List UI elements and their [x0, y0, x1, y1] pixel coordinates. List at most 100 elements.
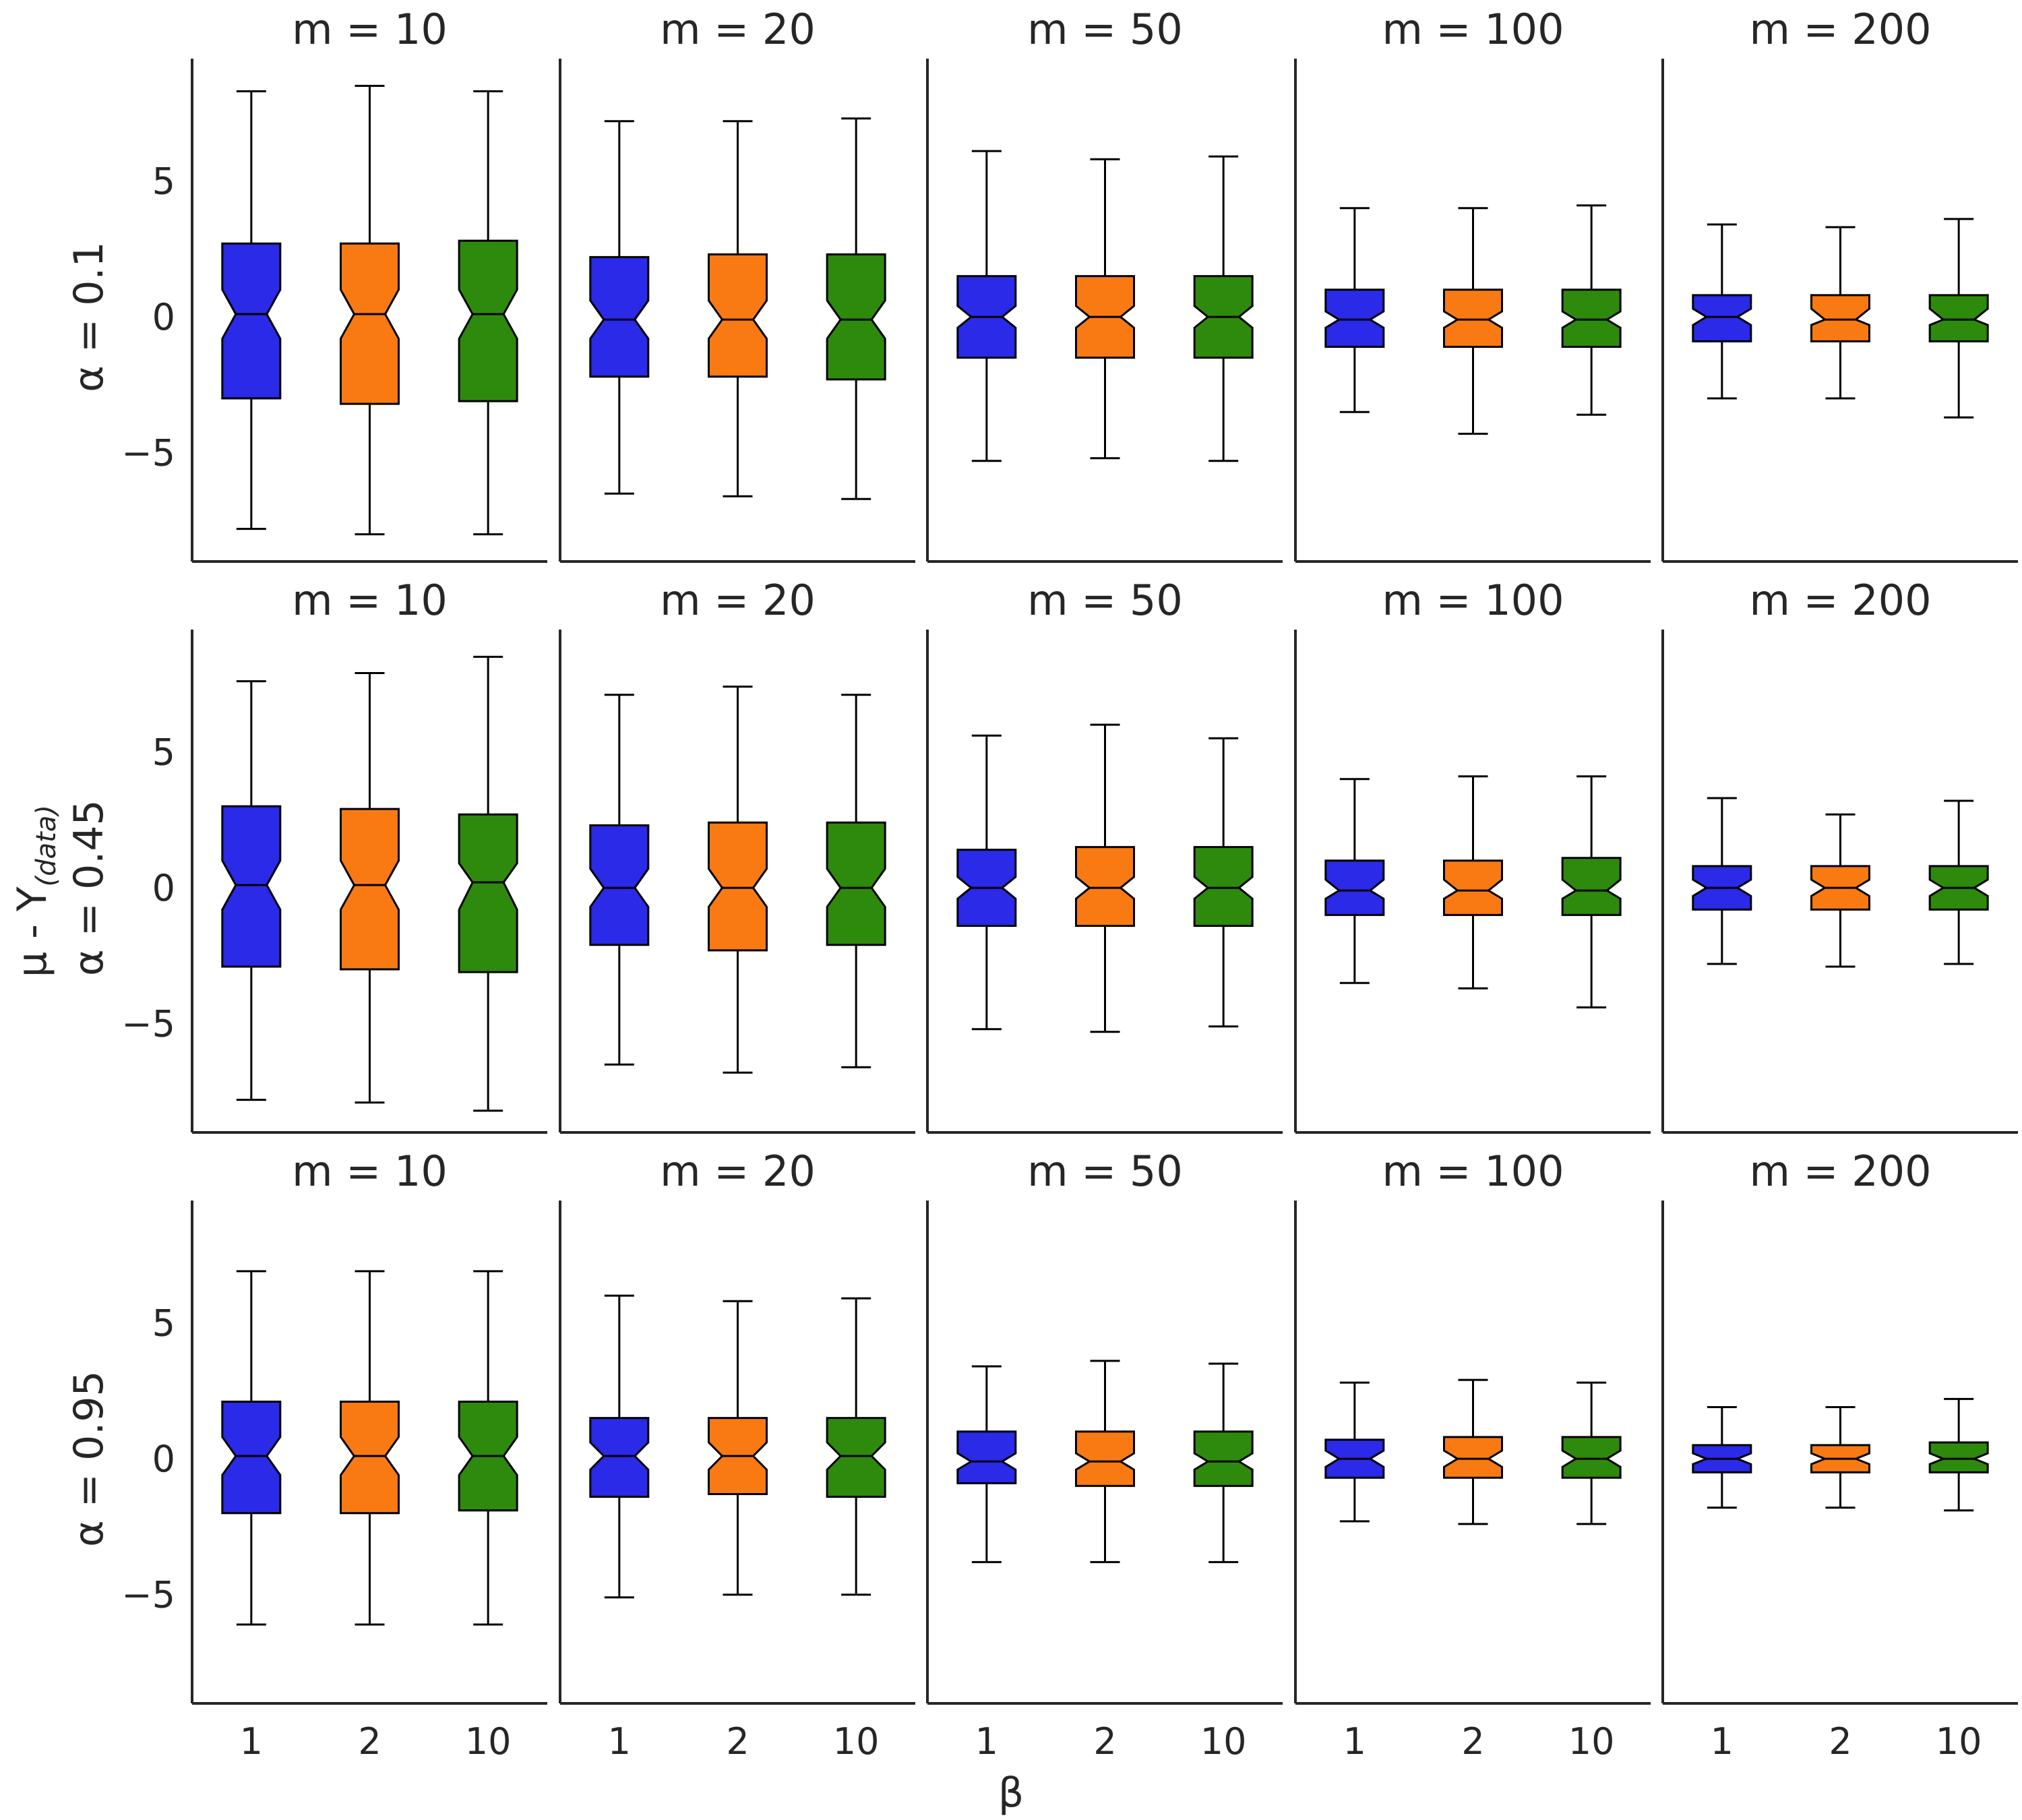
y-tick-label: 5: [152, 160, 175, 202]
box-10: 10: [1561, 1381, 1622, 1763]
x-tick-label: 2: [726, 1720, 749, 1763]
panel-title: m = 100: [1382, 576, 1564, 625]
panel-title: m = 50: [1027, 576, 1183, 625]
notched-box: [826, 1417, 886, 1498]
box-1: [589, 120, 650, 495]
y-tick-label: 5: [152, 731, 175, 773]
box-10: 10: [1928, 1397, 1989, 1763]
notched-box: [221, 805, 282, 968]
x-tick-label: 2: [1461, 1720, 1484, 1763]
notched-box: [589, 1417, 650, 1498]
box-10: [1928, 218, 1989, 419]
box-2: [1810, 813, 1870, 968]
panel-title: m = 10: [292, 5, 448, 54]
box-10: [1193, 737, 1254, 1028]
y-tick-label: −5: [121, 1003, 175, 1045]
x-tick-label: 10: [1936, 1720, 1982, 1763]
panel: m = 100: [1294, 576, 1651, 1134]
box-1: [589, 694, 650, 1066]
panel: m = 200: [1661, 5, 2018, 563]
box-10: [1561, 204, 1622, 416]
box-10: [458, 90, 518, 536]
panel-title: m = 20: [660, 5, 816, 54]
x-tick-label: 1: [975, 1720, 998, 1763]
box-1: [1324, 207, 1385, 413]
x-tick-label: 10: [465, 1720, 512, 1763]
x-tick-label: 2: [358, 1720, 381, 1763]
row-label: α = 0.95: [65, 1370, 113, 1547]
panel-title: m = 200: [1749, 1147, 1931, 1196]
box-2: [1443, 775, 1503, 990]
x-tick-label: 2: [1093, 1720, 1116, 1763]
box-2: [1443, 207, 1503, 435]
box-2: [1075, 723, 1135, 1033]
notched-box: [1810, 294, 1870, 342]
box-2: 2: [708, 1300, 768, 1763]
box-10: [1193, 155, 1254, 462]
box-2: [708, 120, 768, 497]
panel-title: m = 10: [292, 1147, 448, 1196]
notched-box: [826, 253, 886, 381]
panel: m = 50 1 2 10: [926, 1147, 1283, 1763]
box-1: 1: [1692, 1405, 1752, 1763]
notched-box: [340, 808, 400, 971]
notched-box: [1561, 1436, 1622, 1479]
panel-title: m = 20: [660, 1147, 816, 1196]
box-1: 1: [221, 1270, 282, 1763]
notched-box: [458, 813, 518, 973]
notched-box: [1928, 294, 1989, 342]
box-10: [826, 694, 886, 1068]
panel: m = 200 1 2 10: [1661, 1147, 2018, 1763]
notched-box: [1928, 1441, 1989, 1474]
box-1: 1: [1324, 1381, 1385, 1763]
box-2: 2: [1075, 1360, 1135, 1763]
notched-box: [1443, 1436, 1503, 1479]
box-2: 2: [1810, 1405, 1870, 1763]
box-2: 2: [340, 1270, 400, 1763]
x-tick-label: 1: [1711, 1720, 1734, 1763]
box-10: 10: [1193, 1362, 1254, 1763]
box-1: [956, 150, 1017, 462]
box-2: [1810, 226, 1870, 400]
row-group: α = 0.45 m = 10 −5 0 5 m = 20 m = 50 m = 100 m =…: [65, 576, 2018, 1134]
box-1: [1324, 778, 1385, 984]
shared-y-axis-label: μ - Y(data): [9, 805, 62, 977]
notched-box: [1561, 289, 1622, 348]
box-2: [1075, 158, 1135, 460]
notched-box: [221, 242, 282, 400]
panel: m = 10 −5 0 5: [121, 576, 547, 1134]
box-1: [1692, 797, 1752, 965]
panel-title: m = 100: [1382, 1147, 1564, 1196]
notched-box: [1193, 1430, 1254, 1487]
notched-box: [956, 1430, 1017, 1484]
y-tick-label: −5: [121, 432, 175, 475]
notched-box: [221, 1400, 282, 1515]
y-tick-label: 0: [152, 296, 175, 338]
y-tick-label: 0: [152, 867, 175, 909]
notched-box: [1324, 289, 1385, 348]
panel: m = 50: [926, 5, 1283, 563]
panel: m = 200: [1661, 576, 2018, 1134]
notched-box: [1193, 846, 1254, 928]
box-1: [956, 734, 1017, 1031]
panel: m = 50: [926, 576, 1283, 1134]
shared-y-axis-label-subscript: (data): [31, 805, 62, 886]
row-group: α = 0.95 m = 10 −5 0 5 1 2 10 m = 20 1 2 10 m = 50 1 2…: [65, 1147, 2018, 1763]
notched-box: [1324, 859, 1385, 916]
shared-y-axis-label-main: μ - Y: [9, 886, 56, 977]
notched-box: [1075, 846, 1135, 928]
x-tick-label: 10: [1200, 1720, 1247, 1763]
box-1: [221, 680, 282, 1101]
box-1: [1692, 223, 1752, 400]
panel: m = 20: [559, 5, 915, 563]
notched-box: [589, 255, 650, 378]
box-10: [826, 117, 886, 500]
row-label: α = 0.45: [65, 799, 113, 976]
y-tick-label: 0: [152, 1438, 175, 1480]
notched-box: [708, 821, 768, 952]
panel-title: m = 100: [1382, 5, 1564, 54]
panel: m = 10 −5 0 5: [121, 5, 547, 563]
box-2: [340, 672, 400, 1104]
